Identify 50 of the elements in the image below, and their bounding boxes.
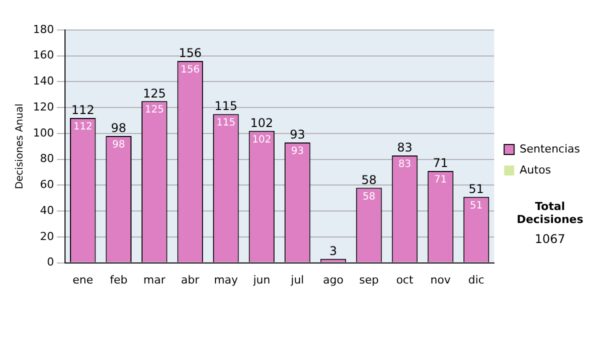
data-label: 51 xyxy=(470,200,483,212)
total-label: 125 xyxy=(142,86,166,100)
x-tick-label: oct xyxy=(396,273,414,286)
total-label: 58 xyxy=(361,172,377,187)
data-label: 93 xyxy=(291,146,304,158)
total-label: 115 xyxy=(214,99,238,114)
data-label: 71 xyxy=(434,174,447,186)
total-label: 51 xyxy=(468,182,484,196)
x-tick-label: dic xyxy=(468,273,484,286)
data-label: 58 xyxy=(362,191,376,202)
data-label: 83 xyxy=(398,159,412,170)
x-tick-label: ene xyxy=(72,273,94,286)
total-label: 156 xyxy=(178,46,202,60)
x-tick-label: nov xyxy=(430,273,452,286)
total-label: 83 xyxy=(397,140,412,155)
y-tick-label: 20 xyxy=(40,230,54,243)
y-tick-label: 100 xyxy=(32,126,54,140)
y-axis-title: Decisiones Anual xyxy=(14,104,26,190)
total-label: 71 xyxy=(432,156,448,170)
x-tick-label: feb xyxy=(110,273,128,286)
data-label: 125 xyxy=(144,104,164,116)
data-label: 112 xyxy=(73,122,92,133)
x-tick-label: abr xyxy=(181,273,200,286)
x-tick-label: sep xyxy=(359,273,379,286)
data-label: 98 xyxy=(112,140,126,151)
total-label: 3 xyxy=(329,244,338,258)
y-tick-label: 160 xyxy=(32,48,54,62)
total-label: 102 xyxy=(250,116,274,130)
legend-label: Sentencias xyxy=(520,142,580,156)
text: 1067 xyxy=(534,232,566,246)
text: Total Decisiones xyxy=(516,200,584,226)
y-tick-label: 120 xyxy=(32,100,54,114)
x-tick-label: may xyxy=(214,273,238,286)
y-tick-label: 0 xyxy=(46,256,54,269)
x-tick-label: ago xyxy=(322,273,344,286)
y-tick-label: 80 xyxy=(40,152,54,166)
data-label: 156 xyxy=(180,64,200,76)
y-tick-label: 60 xyxy=(40,178,54,192)
y-tick-label: 140 xyxy=(32,74,54,88)
legend-label: Autos xyxy=(520,163,552,176)
y-tick-label: 180 xyxy=(32,22,54,36)
y-tick-label: 40 xyxy=(40,204,54,217)
data-label: 102 xyxy=(252,134,272,146)
total-label: 112 xyxy=(71,103,94,118)
x-tick-label: jul xyxy=(290,273,304,286)
x-tick-label: jun xyxy=(252,273,270,286)
data-label: 115 xyxy=(216,118,236,129)
total-label: 93 xyxy=(290,128,306,142)
total-label: 98 xyxy=(111,121,126,136)
x-tick-label: mar xyxy=(143,273,166,286)
